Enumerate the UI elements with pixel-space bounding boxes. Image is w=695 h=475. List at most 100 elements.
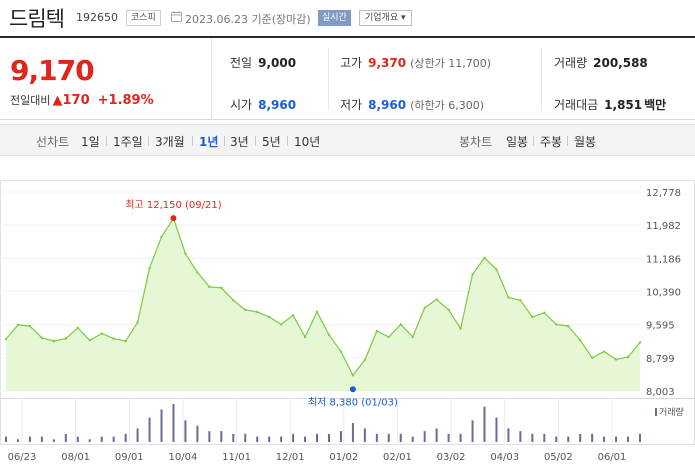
price-point xyxy=(507,296,510,299)
volume-bar xyxy=(5,436,7,442)
amount-unit: 백만 xyxy=(644,98,667,112)
period-10y[interactable]: 10년 xyxy=(294,135,321,149)
price-point xyxy=(256,310,259,314)
price-point xyxy=(531,315,534,319)
price-point xyxy=(148,266,151,270)
price-point xyxy=(64,337,68,340)
price-points xyxy=(4,216,642,377)
realtime-button[interactable]: 실시간 xyxy=(318,10,351,26)
x-tick-label: 01/02 xyxy=(329,452,358,463)
volume-bar xyxy=(196,425,199,442)
price-point xyxy=(387,335,390,339)
volume-bar xyxy=(64,433,67,442)
amount-label: 거래대금 xyxy=(554,98,599,112)
candle-monthly[interactable]: 월봉 xyxy=(574,135,597,149)
volume-bar xyxy=(304,436,307,442)
volume-bar xyxy=(411,436,414,442)
volume-bar xyxy=(256,436,259,442)
current-price-cell: 9,170 전일대비 ▲170 +1.89% xyxy=(0,38,212,120)
price-line xyxy=(5,216,641,377)
volume-bar xyxy=(519,431,522,442)
price-point xyxy=(339,350,343,353)
price-point xyxy=(279,323,283,326)
volume-bar xyxy=(531,433,534,442)
x-tick-label: 06/01 xyxy=(598,452,627,463)
x-tick-label: 02/01 xyxy=(383,452,412,463)
company-overview-dropdown[interactable]: 기업개요 ▾ xyxy=(359,10,412,26)
low-label: 저가 xyxy=(340,98,363,112)
volume-legend-label: 거래량 xyxy=(659,408,684,418)
volume-bar xyxy=(280,436,283,442)
period-5y[interactable]: 5년 xyxy=(262,135,281,149)
candle-daily[interactable]: 일봉 xyxy=(506,135,529,149)
volume-bar xyxy=(543,433,546,442)
period-1w[interactable]: 1주일 xyxy=(113,135,143,149)
price-point xyxy=(76,326,79,329)
volume-legend: 거래량 xyxy=(655,405,684,418)
y-tick-label: 11,982 xyxy=(646,221,681,232)
volume-value: 200,588 xyxy=(593,56,648,70)
volume-bar xyxy=(327,433,330,442)
volume-bar xyxy=(471,420,474,442)
volume-bar xyxy=(100,436,103,442)
prev-close-value: 9,000 xyxy=(258,56,297,70)
y-tick-label: 10,390 xyxy=(646,288,681,299)
x-tick-label: 03/02 xyxy=(437,452,466,463)
divider xyxy=(533,136,534,146)
volume-bar xyxy=(447,433,450,442)
volume-bar xyxy=(423,431,426,442)
change-rate: +1.89% xyxy=(97,93,154,108)
price-point xyxy=(399,323,402,326)
high-value: 9,370 xyxy=(368,56,407,70)
price-point xyxy=(375,329,379,333)
up-arrow-icon: ▲ xyxy=(52,93,63,108)
current-price: 9,170 xyxy=(10,54,95,87)
volume-bar xyxy=(184,420,187,442)
price-point xyxy=(232,299,235,302)
low-price: 저가 8,960 (하한가 6,300) xyxy=(340,96,484,113)
volume-bar xyxy=(244,433,247,442)
price-point xyxy=(363,358,367,362)
price-point xyxy=(100,332,103,335)
open-label: 시가 xyxy=(230,98,253,112)
price-point xyxy=(124,339,127,343)
base-date: 2023.06.23 기준(장마감) xyxy=(185,13,311,26)
candle-weekly[interactable]: 주봉 xyxy=(540,135,563,149)
prev-close-label: 전일 xyxy=(230,56,253,70)
y-tick-label: 11,186 xyxy=(646,254,681,265)
x-axis: 06/23 08/01 09/01 10/04 11/01 12/01 01/02 02/01… xyxy=(8,452,627,463)
period-1d[interactable]: 1일 xyxy=(81,135,100,149)
price-point xyxy=(4,337,8,341)
volume-bars xyxy=(5,404,641,442)
volume-bar xyxy=(112,436,115,442)
volume-bar xyxy=(351,423,354,442)
price-point xyxy=(411,335,414,339)
price-point xyxy=(220,286,223,289)
x-tick-label: 09/01 xyxy=(115,452,144,463)
x-tick-label: 12/01 xyxy=(276,452,305,463)
period-3y[interactable]: 3년 xyxy=(230,135,249,149)
y-tick-label: 12,778 xyxy=(646,188,681,199)
volume-bar xyxy=(124,433,127,442)
y-tick-label: 8,799 xyxy=(646,354,675,365)
volume-bar xyxy=(76,436,79,442)
volume-bar xyxy=(28,436,31,442)
period-1y[interactable]: 1년 xyxy=(199,135,219,149)
volume-bar xyxy=(567,436,570,442)
price-point xyxy=(495,268,498,271)
upper-limit: (상한가 11,700) xyxy=(410,57,491,70)
divider xyxy=(192,136,193,146)
price-point xyxy=(244,308,247,312)
divider xyxy=(148,136,149,146)
price-point xyxy=(602,350,606,353)
volume-bar xyxy=(615,436,618,442)
price-point xyxy=(196,271,199,274)
period-3m[interactable]: 3개월 xyxy=(155,135,185,149)
price-point xyxy=(543,311,546,314)
price-point xyxy=(423,306,426,309)
price-point xyxy=(459,327,462,330)
price-chart[interactable]: 12,77811,98211,18610,3909,5958,7998,003 … xyxy=(0,180,695,475)
price-point xyxy=(303,335,307,339)
volume-bar xyxy=(136,428,139,442)
price-point xyxy=(160,235,163,239)
